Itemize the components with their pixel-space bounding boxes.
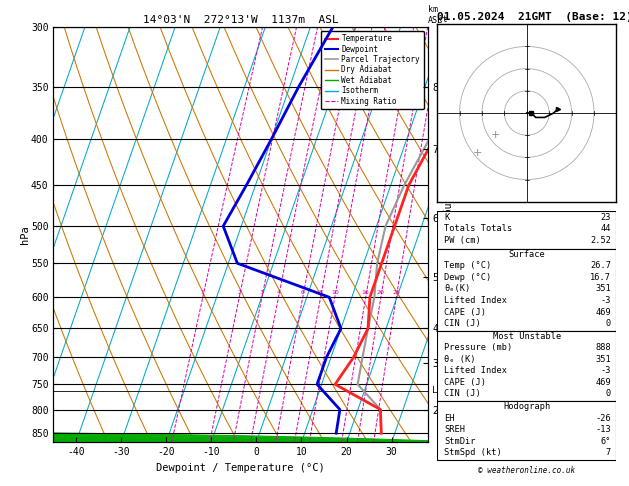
- Text: 16: 16: [362, 290, 370, 295]
- X-axis label: Dewpoint / Temperature (°C): Dewpoint / Temperature (°C): [156, 463, 325, 473]
- Text: +: +: [491, 130, 500, 140]
- Text: -3: -3: [601, 296, 611, 305]
- Text: θₑ (K): θₑ (K): [444, 355, 476, 364]
- Text: 1: 1: [201, 290, 204, 295]
- Text: Temp (°C): Temp (°C): [444, 261, 492, 270]
- Text: EH: EH: [444, 414, 455, 423]
- Bar: [437, 401, 616, 460]
- Text: 25: 25: [392, 290, 400, 295]
- Text: 351: 351: [595, 355, 611, 364]
- Text: PW (cm): PW (cm): [444, 236, 481, 245]
- Text: 44: 44: [601, 224, 611, 233]
- Text: Totals Totals: Totals Totals: [444, 224, 513, 233]
- Bar: [437, 249, 616, 330]
- Y-axis label: Mixing Ratio (g/kg): Mixing Ratio (g/kg): [442, 179, 452, 290]
- Text: Lifted Index: Lifted Index: [444, 366, 508, 375]
- Y-axis label: hPa: hPa: [19, 225, 30, 244]
- Text: LCL: LCL: [432, 386, 448, 395]
- Text: +: +: [473, 148, 482, 158]
- Text: CAPE (J): CAPE (J): [444, 378, 486, 387]
- Text: 3: 3: [260, 290, 264, 295]
- Text: CIN (J): CIN (J): [444, 389, 481, 399]
- Text: © weatheronline.co.uk: © weatheronline.co.uk: [478, 466, 576, 475]
- Text: 26.7: 26.7: [590, 261, 611, 270]
- Text: Hodograph: Hodograph: [503, 402, 550, 411]
- Text: 23: 23: [601, 213, 611, 222]
- Text: 8: 8: [319, 290, 323, 295]
- Text: 2: 2: [237, 290, 242, 295]
- Text: 6: 6: [301, 290, 304, 295]
- Text: 0: 0: [606, 389, 611, 399]
- Text: 469: 469: [595, 308, 611, 316]
- Text: Dewp (°C): Dewp (°C): [444, 273, 492, 282]
- Text: 888: 888: [595, 344, 611, 352]
- Text: Pressure (mb): Pressure (mb): [444, 344, 513, 352]
- Text: 2.52: 2.52: [590, 236, 611, 245]
- Text: CIN (J): CIN (J): [444, 319, 481, 328]
- Text: 01.05.2024  21GMT  (Base: 12): 01.05.2024 21GMT (Base: 12): [437, 12, 629, 22]
- Text: 10: 10: [331, 290, 338, 295]
- Legend: Temperature, Dewpoint, Parcel Trajectory, Dry Adiabat, Wet Adiabat, Isotherm, Mi: Temperature, Dewpoint, Parcel Trajectory…: [321, 31, 424, 109]
- Text: 0: 0: [606, 319, 611, 328]
- Text: 4: 4: [277, 290, 281, 295]
- Text: θₑ(K): θₑ(K): [444, 284, 470, 294]
- Text: 6°: 6°: [601, 437, 611, 446]
- Text: Surface: Surface: [508, 250, 545, 259]
- Text: 16.7: 16.7: [590, 273, 611, 282]
- Text: SREH: SREH: [444, 425, 465, 434]
- Text: CAPE (J): CAPE (J): [444, 308, 486, 316]
- Text: K: K: [444, 213, 450, 222]
- Text: StmSpd (kt): StmSpd (kt): [444, 449, 502, 457]
- Text: -13: -13: [595, 425, 611, 434]
- Text: Most Unstable: Most Unstable: [493, 332, 561, 341]
- Text: 469: 469: [595, 378, 611, 387]
- Title: 14°03'N  272°13'W  1137m  ASL: 14°03'N 272°13'W 1137m ASL: [143, 15, 338, 25]
- Text: -3: -3: [601, 366, 611, 375]
- Bar: [437, 330, 616, 401]
- Text: 20: 20: [377, 290, 385, 295]
- Text: Lifted Index: Lifted Index: [444, 296, 508, 305]
- Text: StmDir: StmDir: [444, 437, 476, 446]
- Text: 7: 7: [606, 449, 611, 457]
- Text: kt: kt: [437, 15, 448, 23]
- Text: -26: -26: [595, 414, 611, 423]
- Text: km
ASL: km ASL: [428, 5, 443, 25]
- Bar: [437, 211, 616, 249]
- Text: 351: 351: [595, 284, 611, 294]
